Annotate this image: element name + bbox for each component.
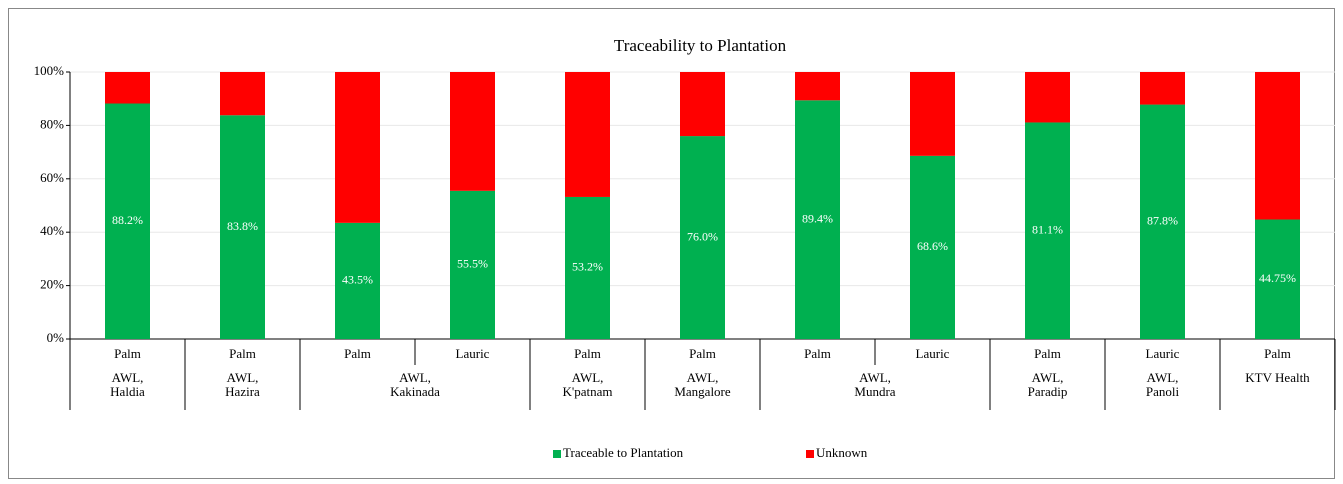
value-label: 44.75% [1259,271,1296,285]
x-group-label: AWL, Haldia [110,370,145,399]
x-tick-label: Lauric [916,346,950,361]
x-group-label: AWL, K'patnam [563,370,613,399]
x-group-label: AWL, Panoli [1146,370,1180,399]
y-tick-label: 60% [40,170,64,185]
y-tick-label: 20% [40,277,64,292]
x-tick-label: Lauric [1146,346,1180,361]
x-group-label-line: AWL, [399,370,431,385]
legend-swatch [806,450,814,458]
x-group-label-line: AWL, [687,370,719,385]
bar-segment [105,72,150,104]
value-label: 83.8% [227,219,258,233]
value-label: 87.8% [1147,214,1178,228]
x-group-label-line: AWL, [1032,370,1064,385]
value-label: 55.5% [457,257,488,271]
bar-segment [680,72,725,137]
x-group-label-line: Mundra [854,384,895,399]
x-group-label-line: Haldia [110,384,145,399]
value-label: 81.1% [1032,222,1063,236]
x-group-label: AWL, Hazira [225,370,260,399]
bar-segment [1140,72,1185,105]
bar-segment [1140,104,1185,339]
value-label: 89.4% [802,211,833,225]
x-group-label: KTV Health [1245,370,1310,385]
bar-segment [335,222,380,339]
bar-segment [450,190,495,339]
x-group-label-line: Kakinada [390,384,440,399]
chart-frame [8,8,1335,479]
x-group-label-line: KTV Health [1245,370,1310,385]
x-group-label: AWL, Kakinada [390,370,440,399]
bar-segment [1255,72,1300,220]
x-tick-label: Palm [114,346,141,361]
bar-segment [795,100,840,339]
x-group-label: AWL, Paradip [1028,370,1068,399]
x-group-label-line: Hazira [225,384,260,399]
legend-swatch [553,450,561,458]
value-label: 53.2% [572,260,603,274]
x-tick-label: Palm [804,346,831,361]
x-group-label-line: Mangalore [674,384,731,399]
x-tick-label: Lauric [456,346,490,361]
y-tick-label: 80% [40,116,64,131]
bar-segment [220,115,265,339]
x-tick-label: Palm [689,346,716,361]
x-group-label: AWL, Mangalore [674,370,731,399]
bar-segment [680,136,725,339]
bar-segment [450,72,495,191]
y-tick-label: 100% [34,63,65,78]
value-label: 68.6% [917,239,948,253]
value-label: 43.5% [342,273,373,287]
bar-segment [335,72,380,223]
x-tick-label: Palm [1264,346,1291,361]
x-group-label-line: K'patnam [563,384,613,399]
x-group-label-line: Paradip [1028,384,1068,399]
x-tick-label: Palm [1034,346,1061,361]
bar-segment [1255,219,1300,339]
bar-segment [565,72,610,197]
bar-segment [795,72,840,101]
x-tick-label: Palm [344,346,371,361]
x-tick-label: Palm [574,346,601,361]
bar-segment [1025,122,1070,339]
value-label: 76.0% [687,229,718,243]
x-group-label-line: AWL, [859,370,891,385]
value-label: 88.2% [112,213,143,227]
y-tick-label: 0% [47,330,65,345]
bar-segment [1025,72,1070,123]
x-group-label-line: AWL, [572,370,604,385]
bar-segment [105,103,150,339]
legend-label: Traceable to Plantation [563,445,684,460]
bar-segment [220,72,265,116]
bar-segment [910,155,955,339]
x-tick-label: Palm [229,346,256,361]
x-group-label-line: Panoli [1146,384,1180,399]
bar-segment [565,196,610,339]
x-group-label-line: AWL, [1147,370,1179,385]
x-group-label-line: AWL, [112,370,144,385]
x-group-label: AWL, Mundra [854,370,895,399]
legend-label: Unknown [816,445,868,460]
x-group-label-line: AWL, [227,370,259,385]
bar-segment [910,72,955,156]
y-tick-label: 40% [40,223,64,238]
chart-title: Traceability to Plantation [614,36,787,55]
